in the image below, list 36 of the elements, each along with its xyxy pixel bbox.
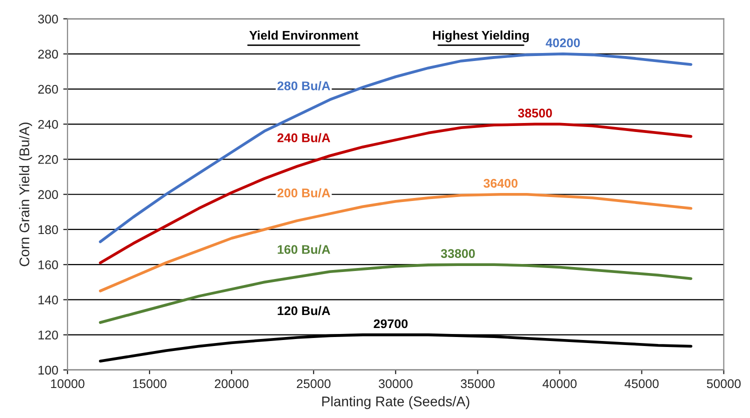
x-tick-label: 15000 (133, 379, 166, 388)
y-tick-label: 200 (38, 190, 58, 200)
series-label: 120 Bu/A (278, 306, 330, 316)
y-tick-label: 220 (38, 155, 58, 164)
series-label: 240 Bu/A (277, 133, 330, 142)
annotation: 33800 (440, 249, 475, 258)
x-axis-title: Planting Rate (Seeds/A) (322, 396, 470, 410)
y-tick-label: 260 (38, 84, 58, 94)
y-tick-label: 160 (38, 260, 58, 270)
annotation: Yield Environment (249, 30, 358, 40)
series-label: 200 Bu/A (277, 188, 330, 198)
x-tick-label: 35000 (460, 379, 495, 388)
x-tick-label: 25000 (296, 379, 330, 388)
annotation: 38500 (518, 108, 552, 118)
x-tick-label: 45000 (624, 379, 659, 388)
annotation: 36400 (484, 178, 518, 188)
x-tick-label: 20000 (214, 379, 248, 388)
annotation: 29700 (374, 319, 408, 328)
line-series (98, 122, 692, 264)
annotation: 40200 (546, 38, 580, 48)
y-tick-label: 240 (38, 120, 58, 129)
series-label: 280 Bu/A (277, 81, 330, 90)
x-tick-label: 10000 (51, 379, 84, 388)
y-tick-label: 300 (38, 14, 58, 24)
x-tick-label: 50000 (706, 379, 741, 388)
y-axis-title: Corn Grain Yield (Bu/A) (19, 122, 32, 266)
y-tick-label: 120 (38, 330, 58, 340)
series-label: 160 Bu/A (278, 244, 330, 254)
y-tick-label: 280 (38, 50, 58, 59)
x-tick-label: 30000 (378, 379, 413, 388)
annotation: Highest Yielding (433, 30, 529, 42)
y-tick-label: 180 (38, 225, 58, 234)
y-tick-label: 100 (38, 366, 58, 375)
line-series (98, 52, 692, 244)
x-tick-label: 40000 (542, 379, 577, 388)
y-tick-label: 140 (38, 296, 58, 304)
